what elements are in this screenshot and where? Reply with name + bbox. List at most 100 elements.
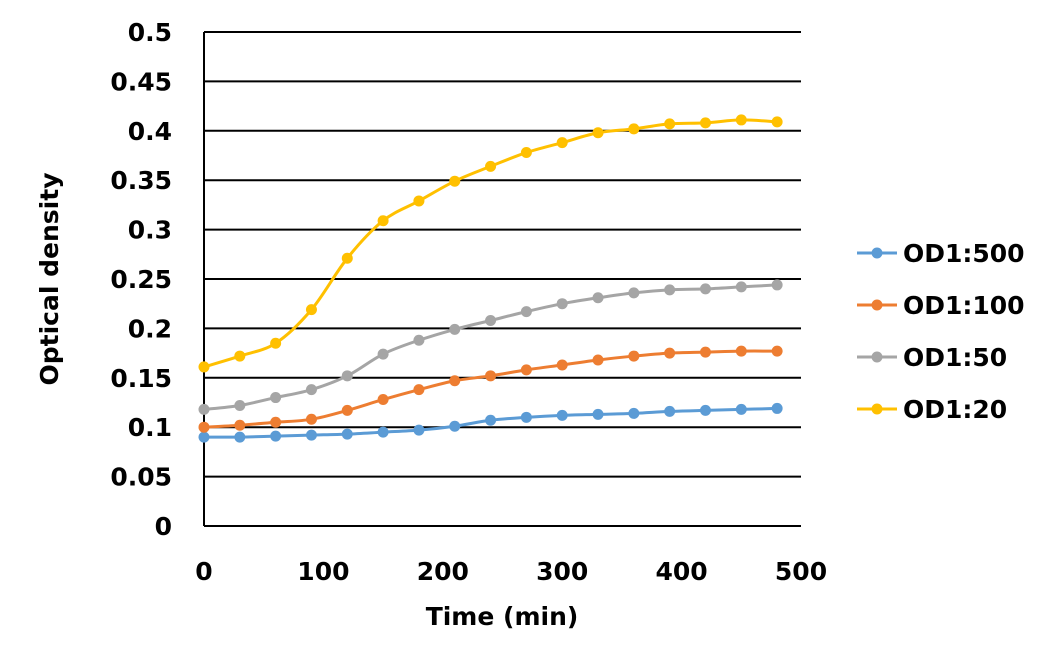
data-point <box>735 345 747 357</box>
data-point <box>413 195 425 207</box>
series-group <box>198 114 783 443</box>
data-point <box>485 370 497 382</box>
y-tick-label: 0.5 <box>128 18 172 47</box>
data-point <box>664 347 676 359</box>
gridlines <box>204 31 801 527</box>
series-OD1:50 <box>198 279 783 415</box>
data-point <box>592 408 604 420</box>
data-point <box>520 147 532 159</box>
data-point <box>735 281 747 293</box>
legend-marker-icon <box>871 299 883 311</box>
x-tick-label: 500 <box>775 557 827 586</box>
data-point <box>234 350 246 362</box>
y-tick-label: 0.15 <box>110 364 172 393</box>
data-point <box>413 384 425 396</box>
legend-marker-icon <box>871 351 883 363</box>
x-tick-label: 400 <box>656 557 708 586</box>
legend-marker-icon <box>871 403 883 415</box>
data-point <box>305 413 317 425</box>
y-tick-label: 0.45 <box>110 67 172 96</box>
data-point <box>520 364 532 376</box>
x-tick-label: 100 <box>297 557 349 586</box>
y-tick-label: 0 <box>155 512 172 541</box>
data-point <box>664 118 676 130</box>
legend: OD1:500 OD1:100 OD1:50 OD1:20 <box>857 239 1025 424</box>
data-point <box>592 354 604 366</box>
x-tick-labels: 0 100 200 300 400 500 <box>195 557 827 586</box>
legend-marker-icon <box>871 247 883 259</box>
x-axis-title: Time (min) <box>426 602 579 631</box>
data-point <box>485 414 497 426</box>
data-point <box>699 117 711 129</box>
data-point <box>628 287 640 299</box>
data-point <box>556 137 568 149</box>
data-point <box>377 348 389 360</box>
y-axis-title: Optical density <box>35 173 64 386</box>
data-point <box>449 375 461 387</box>
data-point <box>556 409 568 421</box>
data-point <box>771 402 783 414</box>
data-point <box>198 431 210 443</box>
data-point <box>270 337 282 349</box>
data-point <box>628 407 640 419</box>
x-tick-label: 200 <box>417 557 469 586</box>
data-point <box>377 215 389 227</box>
series-line <box>203 118 778 369</box>
data-point <box>699 346 711 358</box>
series-OD1:500 <box>198 402 783 443</box>
data-point <box>270 392 282 404</box>
legend-label: OD1:50 <box>903 343 1007 372</box>
data-point <box>270 430 282 442</box>
data-point <box>377 394 389 406</box>
data-point <box>270 416 282 428</box>
data-point <box>234 399 246 411</box>
data-point <box>341 404 353 416</box>
data-point <box>485 160 497 172</box>
data-point <box>735 114 747 126</box>
legend-label: OD1:100 <box>903 291 1025 320</box>
x-tick-label: 0 <box>195 557 212 586</box>
data-point <box>699 404 711 416</box>
data-point <box>520 411 532 423</box>
data-point <box>592 127 604 139</box>
data-point <box>449 323 461 335</box>
y-tick-label: 0.2 <box>128 314 172 343</box>
data-point <box>664 405 676 417</box>
data-point <box>699 283 711 295</box>
legend-item: OD1:20 <box>857 395 1007 424</box>
series-OD1:100 <box>198 345 783 433</box>
legend-label: OD1:500 <box>903 239 1025 268</box>
data-point <box>520 306 532 318</box>
data-point <box>341 252 353 264</box>
data-point <box>735 403 747 415</box>
data-point <box>413 334 425 346</box>
data-point <box>628 123 640 135</box>
y-tick-label: 0.35 <box>110 166 172 195</box>
data-point <box>485 314 497 326</box>
data-point <box>771 345 783 357</box>
data-point <box>198 421 210 433</box>
legend-label: OD1:20 <box>903 395 1007 424</box>
data-point <box>305 304 317 316</box>
data-point <box>413 424 425 436</box>
legend-item: OD1:100 <box>857 291 1025 320</box>
data-point <box>234 419 246 431</box>
data-point <box>771 279 783 291</box>
data-point <box>305 384 317 396</box>
data-point <box>341 370 353 382</box>
data-point <box>664 284 676 296</box>
series-line <box>203 283 778 411</box>
x-tick-label: 300 <box>536 557 588 586</box>
data-point <box>198 361 210 373</box>
data-point <box>449 175 461 187</box>
data-point <box>198 403 210 415</box>
series-OD1:20 <box>198 114 783 373</box>
data-point <box>234 431 246 443</box>
data-point <box>556 298 568 310</box>
y-tick-label: 0.3 <box>128 216 172 245</box>
data-point <box>449 420 461 432</box>
legend-item: OD1:500 <box>857 239 1025 268</box>
y-tick-label: 0.25 <box>110 265 172 294</box>
data-point <box>377 426 389 438</box>
